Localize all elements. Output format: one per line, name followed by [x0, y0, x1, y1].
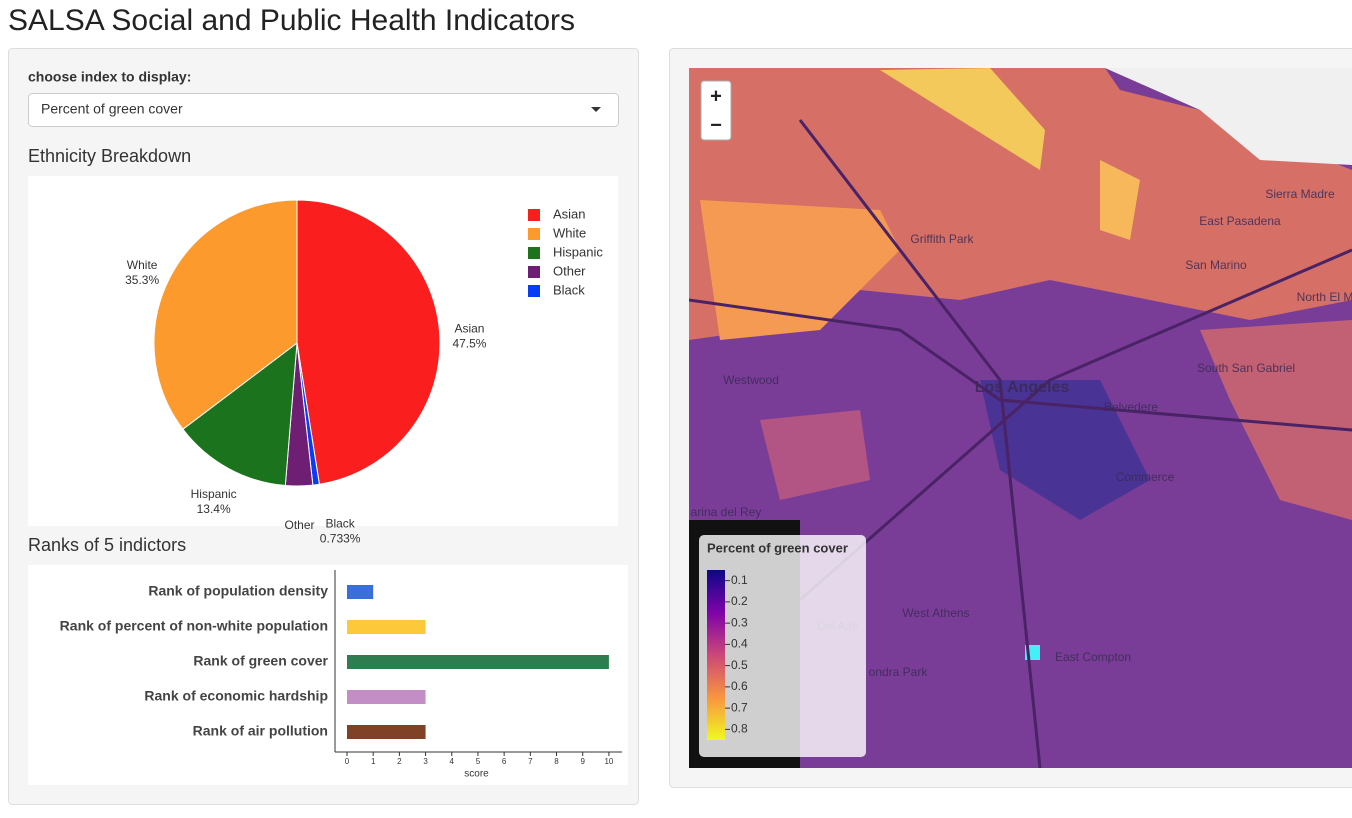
bar-panel — [28, 565, 628, 785]
pie-slice — [153, 199, 298, 430]
legend-tick-label: 0.8 — [731, 722, 748, 736]
map-region — [880, 68, 1045, 170]
legend-label: White — [553, 225, 586, 240]
legend-tick-label: 0.6 — [731, 679, 748, 693]
legend-tick-label: 0.7 — [731, 700, 748, 714]
y-tick-label: Rank of air pollution — [193, 723, 328, 739]
place-label: East Compton — [1055, 650, 1131, 664]
place-label: Griffith Park — [910, 232, 974, 246]
pie-label: Hispanic — [191, 487, 237, 501]
place-label: ondra Park — [869, 665, 929, 679]
select-value[interactable]: Percent of green cover — [41, 101, 183, 117]
legend-tick-label: 0.5 — [731, 658, 748, 672]
pie-value-label: 35.3% — [125, 273, 159, 287]
pie-title: Ethnicity Breakdown — [28, 146, 191, 166]
place-label: North El M — [1297, 290, 1352, 304]
map-region — [760, 410, 870, 500]
pie-slice — [296, 199, 441, 485]
legend-label: Asian — [553, 206, 586, 221]
x-tick-label: 2 — [397, 757, 402, 766]
zoom-control — [700, 80, 732, 141]
pie-label: Black — [325, 517, 355, 531]
map-region — [1200, 320, 1352, 520]
x-tick-label: 10 — [604, 757, 613, 766]
pie-label: Asian — [454, 322, 484, 336]
bar — [347, 655, 609, 669]
x-tick-label: 6 — [502, 757, 507, 766]
legend-swatch — [528, 266, 540, 278]
map-region — [1100, 160, 1140, 240]
bar — [347, 585, 374, 599]
legend-swatch — [528, 285, 540, 297]
x-axis-label: score — [464, 769, 489, 780]
zoom-out[interactable]: − — [710, 114, 722, 136]
pie-value-label: 47.5% — [452, 337, 486, 351]
x-tick-label: 8 — [554, 757, 559, 766]
place-label: arina del Rey — [691, 505, 762, 519]
legend-tick-label: 0.2 — [731, 594, 748, 608]
place-label: San Marino — [1185, 258, 1247, 272]
bar — [347, 620, 426, 634]
legend-tick-label: 0.3 — [731, 615, 748, 629]
map-road — [689, 119, 1352, 768]
pie-label: White — [127, 258, 158, 272]
bar-chart: 0 1 2 3 4 5 6 7 8 9 10 score Rank of population dens… — [60, 570, 622, 780]
x-tick-label: 7 — [528, 757, 533, 766]
place-label: Commerce — [1116, 470, 1175, 484]
map-region — [980, 380, 1150, 520]
legend-swatch — [528, 228, 540, 240]
legend-swatch — [528, 209, 540, 221]
place-label: Belvedere — [1104, 400, 1158, 414]
map-legend-ticks: 0.1 0.2 0.3 0.4 0.5 0.6 0.7 0.8 — [725, 573, 748, 736]
x-tick-label: 9 — [580, 757, 585, 766]
legend-label: Black — [553, 282, 585, 297]
x-tick-label: 5 — [476, 757, 481, 766]
select-label: choose index to display: — [28, 69, 191, 85]
select-caret — [591, 107, 601, 112]
place-label: Sierra Madre — [1265, 187, 1335, 201]
pie-chart: Asian47.5%Black0.733%OtherHispanic13.4%W… — [125, 199, 603, 546]
pie-value-label: 13.4% — [197, 502, 231, 516]
legend-tick-label: 0.4 — [731, 637, 748, 651]
pie-slice — [182, 341, 298, 487]
zoom-in[interactable]: + — [710, 85, 722, 107]
map-legend-title: Percent of green cover — [707, 540, 848, 555]
legend-swatch — [528, 247, 540, 259]
x-tick-label: 0 — [345, 757, 350, 766]
legend-label: Hispanic — [553, 244, 603, 259]
place-label: Westwood — [723, 373, 779, 387]
pie-label: Other — [285, 518, 315, 532]
bar — [347, 725, 426, 739]
page-title: SALSA Social and Public Health Indicator… — [8, 4, 575, 37]
bar — [347, 690, 426, 704]
select-box[interactable] — [28, 93, 619, 127]
y-tick-label: Rank of population density — [148, 583, 328, 599]
map[interactable]: Sierra Madre East Pasadena Griffith Park Sa… — [689, 68, 1352, 768]
bar-title: Ranks of 5 indictors — [28, 535, 186, 555]
y-tick-label: Rank of green cover — [193, 653, 328, 669]
pie-value-label: 0.733% — [320, 532, 361, 546]
place-label: South San Gabriel — [1197, 361, 1295, 375]
place-label: Los Angeles — [975, 379, 1070, 396]
x-tick-label: 4 — [450, 757, 455, 766]
map-ocean — [1105, 68, 1352, 165]
legend-tick-label: 0.1 — [731, 573, 748, 587]
map-region — [700, 200, 900, 340]
place-label: East Pasadena — [1199, 214, 1281, 228]
legend-label: Other — [553, 263, 586, 278]
map-legend-scale — [707, 570, 725, 740]
x-tick-label: 1 — [371, 757, 376, 766]
y-tick-label: Rank of percent of non-white population — [60, 618, 328, 634]
map-legend — [699, 535, 866, 757]
x-tick-label: 3 — [423, 757, 428, 766]
place-label: West Athens — [902, 606, 969, 620]
y-tick-label: Rank of economic hardship — [144, 688, 328, 704]
